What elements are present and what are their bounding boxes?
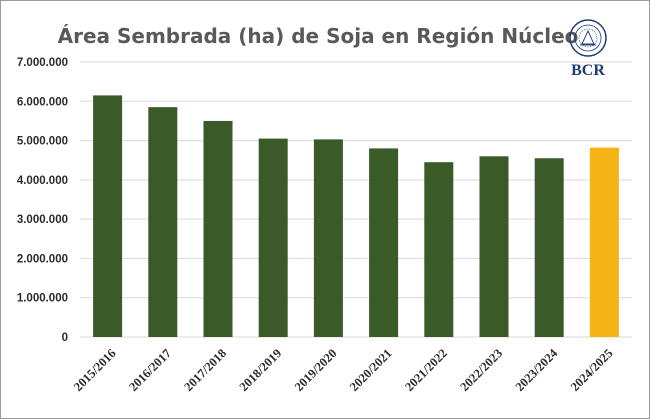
y-tick-label: 3.000.000 xyxy=(17,214,68,226)
bar-2020-2021 xyxy=(369,148,399,337)
y-tick-label: 6.000.000 xyxy=(17,96,68,108)
y-tick-label: 1.000.000 xyxy=(17,293,68,305)
chart-title: Área Sembrada (ha) de Soja en Región Núc… xyxy=(58,24,579,48)
x-tick-label: 2023/2024 xyxy=(513,346,561,394)
bar-2017-2018 xyxy=(203,120,233,337)
y-axis-ticks: 0 1.000.000 2.000.000 3.000.000 4.000.000 5.0… xyxy=(17,57,68,344)
x-tick-label: 2020/2021 xyxy=(347,346,395,394)
bcr-logo: BCR xyxy=(569,19,607,79)
x-axis-labels: 2015/2016 2016/2017 2017/2018 2018/2019 2019… xyxy=(71,346,616,394)
bcr-seal-icon xyxy=(569,19,607,57)
x-tick-label: 2017/2018 xyxy=(181,346,229,394)
y-tick-label: 5.000.000 xyxy=(17,136,68,148)
y-tick-label: 0 xyxy=(62,332,68,344)
x-tick-label: 2019/2020 xyxy=(292,346,340,394)
x-tick-label: 2022/2023 xyxy=(457,346,505,394)
bcr-logo-text: BCR xyxy=(571,62,605,79)
bar-2019-2020 xyxy=(313,139,343,337)
y-tick-label: 2.000.000 xyxy=(17,253,68,265)
x-tick-label: 2018/2019 xyxy=(237,346,285,394)
y-tick-label: 4.000.000 xyxy=(17,175,68,187)
bar-2015-2016 xyxy=(93,95,123,338)
bar-2023-2024 xyxy=(534,158,564,337)
bar-2021-2022 xyxy=(424,162,454,337)
x-tick-label: 2016/2017 xyxy=(126,346,174,394)
bars xyxy=(93,95,619,338)
bar-2024-2025 xyxy=(589,147,619,337)
bar-2016-2017 xyxy=(148,107,178,337)
x-tick-label: 2024/2025 xyxy=(568,346,616,394)
bar-2018-2019 xyxy=(258,138,288,337)
y-tick-label: 7.000.000 xyxy=(17,57,68,69)
bar-2022-2023 xyxy=(479,156,509,337)
x-tick-label: 2021/2022 xyxy=(402,346,450,394)
x-tick-label: 2015/2016 xyxy=(71,346,119,394)
